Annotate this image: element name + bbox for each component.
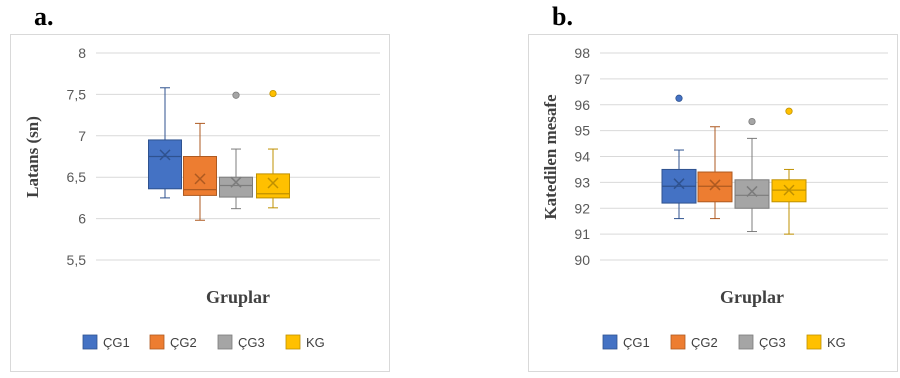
chart-a-legend-label: ÇG2: [170, 335, 197, 350]
chart-b-legend-swatch: [738, 334, 754, 350]
chart-a-çg3-outlier: [232, 91, 240, 99]
chart-b-y-tick-label: 97: [574, 71, 590, 87]
chart-b-legend-swatch: [806, 334, 822, 350]
chart-a-kg-outlier: [269, 89, 277, 98]
chart-b-legend-swatch: [602, 334, 618, 350]
chart-b-x-axis-title: Gruplar: [720, 287, 784, 307]
chart-a-y-tick-label: 7: [78, 128, 86, 144]
chart-a-çg1-mean-marker: [159, 149, 171, 161]
chart-a-legend-swatch: [285, 334, 301, 350]
chart-b-y-tick-label: 92: [574, 200, 590, 216]
chart-b-çg3-outlier: [748, 117, 756, 126]
chart-a-çg3-mean-marker: [230, 176, 242, 188]
chart-a-çg1-box: [148, 139, 182, 190]
chart-b-legend-label: ÇG1: [623, 335, 650, 350]
chart-b-kg-mean-marker: [783, 184, 795, 196]
panel-b-letter: b.: [552, 2, 573, 31]
chart-b-y-tick-label: 96: [574, 97, 590, 113]
chart-b-kg-outlier: [785, 107, 793, 115]
chart-a-legend-swatch: [149, 334, 165, 350]
chart-b-y-tick-label: 95: [574, 123, 590, 139]
chart-a-y-tick-label: 6,5: [67, 169, 87, 185]
chart-a-y-tick-label: 7,5: [67, 86, 87, 102]
chart-a-legend-label: KG: [306, 335, 325, 350]
chart-b-legend-label: ÇG3: [759, 335, 786, 350]
chart-a-y-tick-label: 8: [78, 45, 86, 61]
chart-b-y-tick-label: 90: [574, 252, 590, 268]
chart-a-y-tick-label: 5,5: [67, 252, 87, 268]
panel-a-letter: a.: [34, 2, 54, 31]
chart-b-legend-swatch: [670, 334, 686, 350]
chart-a-x-axis-title: Gruplar: [206, 287, 270, 307]
chart-b-çg3-mean-marker: [746, 185, 758, 197]
chart-a-çg2-box: [183, 156, 217, 196]
chart-b-çg1-outlier: [675, 94, 683, 102]
chart-b-çg3-box: [734, 179, 770, 209]
chart-a-legend-swatch: [82, 334, 98, 350]
chart-b-legend-label: KG: [827, 335, 846, 350]
chart-a-çg2-mean-marker: [194, 173, 206, 185]
chart-b-y-tick-label: 93: [574, 174, 590, 190]
chart-a-legend-label: ÇG3: [238, 335, 265, 350]
chart-a-legend-label: ÇG1: [103, 335, 130, 350]
chart-b-y-tick-label: 94: [574, 149, 590, 165]
chart-a-legend-swatch: [217, 334, 233, 350]
chart-a-y-tick-label: 6: [78, 211, 86, 227]
chart-b-çg1-mean-marker: [673, 178, 685, 190]
chart-b-frame: [528, 34, 898, 372]
chart-b-y-axis-title: Katedilen mesafe: [541, 94, 560, 220]
chart-b-y-tick-label: 98: [574, 45, 590, 61]
chart-b-y-tick-label: 91: [574, 226, 590, 242]
chart-a-kg-mean-marker: [267, 177, 279, 189]
chart-a-çg3-box: [219, 176, 253, 198]
chart-b-çg2-mean-marker: [709, 179, 721, 191]
chart-a-y-axis-title: Latans (sn): [23, 116, 42, 198]
chart-b-legend-label: ÇG2: [691, 335, 718, 350]
chart-b-çg2-box: [697, 171, 733, 203]
